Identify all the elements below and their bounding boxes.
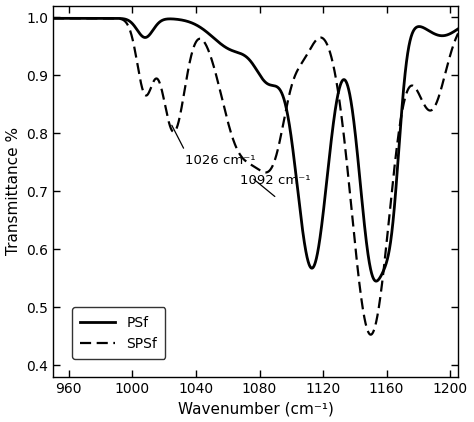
Text: 1092 cm⁻¹: 1092 cm⁻¹ [240,174,311,187]
SPSf [368,332,374,337]
PSf [50,16,56,21]
PSf [120,16,126,21]
SPSf [447,52,453,57]
SPSf [120,17,126,22]
SPSf [404,90,410,95]
Y-axis label: Transmittance %: Transmittance % [6,127,20,255]
SPSf [50,16,56,21]
PSf [404,58,410,63]
Legend: PSf, SPSf: PSf, SPSf [72,307,165,359]
SPSf [223,112,229,117]
Line: PSf: PSf [53,18,458,281]
Text: 1026 cm⁻¹: 1026 cm⁻¹ [185,154,255,167]
X-axis label: Wavenumber (cm⁻¹): Wavenumber (cm⁻¹) [178,401,334,417]
PSf [96,16,102,21]
SPSf [205,48,211,53]
PSf [223,45,229,50]
PSf [455,26,461,31]
PSf [373,279,379,284]
PSf [205,31,211,36]
SPSf [96,16,102,21]
Line: SPSf: SPSf [53,18,458,335]
SPSf [455,31,461,36]
PSf [447,31,453,36]
